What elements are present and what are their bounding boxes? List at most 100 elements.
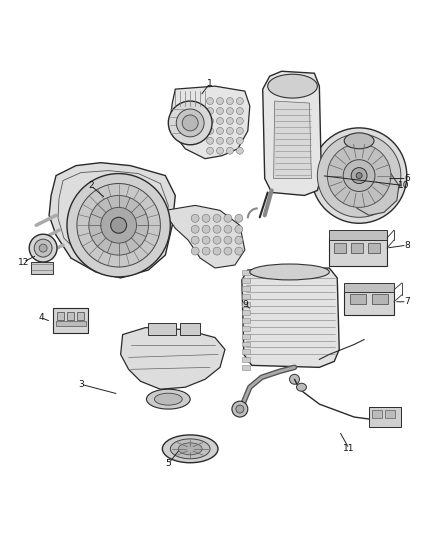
Text: 10: 10 <box>398 181 410 190</box>
Ellipse shape <box>39 244 47 252</box>
Ellipse shape <box>202 225 210 233</box>
Ellipse shape <box>318 134 401 217</box>
Bar <box>242 270 250 275</box>
Bar <box>242 350 250 354</box>
Ellipse shape <box>178 443 202 455</box>
Bar <box>329 230 387 240</box>
Ellipse shape <box>327 144 391 207</box>
Ellipse shape <box>232 401 248 417</box>
Ellipse shape <box>237 138 244 144</box>
Ellipse shape <box>226 138 233 144</box>
Ellipse shape <box>89 196 148 255</box>
Ellipse shape <box>216 127 223 134</box>
Bar <box>31 262 53 274</box>
Ellipse shape <box>191 247 199 255</box>
Bar <box>369 407 401 427</box>
Ellipse shape <box>226 147 233 154</box>
Ellipse shape <box>207 147 214 154</box>
Ellipse shape <box>226 127 233 134</box>
Bar <box>57 312 64 320</box>
Ellipse shape <box>34 239 52 257</box>
Ellipse shape <box>182 115 198 131</box>
Ellipse shape <box>191 225 199 233</box>
Bar <box>350 294 366 304</box>
Ellipse shape <box>67 174 170 277</box>
Ellipse shape <box>237 147 244 154</box>
Ellipse shape <box>224 225 232 233</box>
Text: 8: 8 <box>404 240 410 249</box>
Bar <box>242 318 250 322</box>
Ellipse shape <box>155 393 182 405</box>
Bar <box>242 365 250 370</box>
Bar <box>344 290 394 314</box>
Bar <box>334 243 346 253</box>
Polygon shape <box>170 86 250 159</box>
Bar <box>329 238 387 266</box>
Bar <box>344 283 394 292</box>
Text: 6: 6 <box>404 174 410 183</box>
Ellipse shape <box>235 247 243 255</box>
Polygon shape <box>274 101 311 179</box>
Ellipse shape <box>216 108 223 115</box>
Ellipse shape <box>235 236 243 244</box>
Ellipse shape <box>226 98 233 104</box>
Text: 4: 4 <box>38 313 44 322</box>
Ellipse shape <box>224 236 232 244</box>
Ellipse shape <box>111 217 127 233</box>
Bar <box>242 310 250 314</box>
Bar <box>372 410 382 418</box>
Ellipse shape <box>224 214 232 222</box>
Bar <box>53 308 88 333</box>
Ellipse shape <box>311 128 407 223</box>
Ellipse shape <box>237 117 244 124</box>
Polygon shape <box>242 268 339 367</box>
Bar <box>242 278 250 283</box>
Bar <box>385 410 395 418</box>
Ellipse shape <box>250 264 329 280</box>
Ellipse shape <box>101 207 137 243</box>
Ellipse shape <box>216 147 223 154</box>
Ellipse shape <box>207 98 214 104</box>
Ellipse shape <box>235 225 243 233</box>
Ellipse shape <box>236 405 244 413</box>
Text: 11: 11 <box>343 445 355 454</box>
Text: 7: 7 <box>404 297 410 306</box>
Ellipse shape <box>207 108 214 115</box>
Ellipse shape <box>207 117 214 124</box>
Ellipse shape <box>237 108 244 115</box>
Text: 9: 9 <box>242 300 248 309</box>
Bar <box>368 243 380 253</box>
Ellipse shape <box>202 247 210 255</box>
Ellipse shape <box>207 127 214 134</box>
Ellipse shape <box>202 214 210 222</box>
Bar <box>148 322 176 335</box>
Text: 12: 12 <box>18 257 29 266</box>
Ellipse shape <box>176 109 204 137</box>
Ellipse shape <box>29 234 57 262</box>
Ellipse shape <box>290 374 300 384</box>
Ellipse shape <box>226 108 233 115</box>
Ellipse shape <box>191 236 199 244</box>
Bar <box>180 322 200 335</box>
Bar <box>242 302 250 307</box>
Ellipse shape <box>77 183 160 267</box>
Bar <box>56 321 86 326</box>
Ellipse shape <box>146 389 190 409</box>
Polygon shape <box>49 163 175 278</box>
Ellipse shape <box>216 138 223 144</box>
Ellipse shape <box>213 214 221 222</box>
Bar <box>77 312 84 320</box>
Ellipse shape <box>207 138 214 144</box>
Ellipse shape <box>170 439 210 459</box>
Bar <box>351 243 363 253</box>
Ellipse shape <box>226 117 233 124</box>
Ellipse shape <box>268 74 318 98</box>
Ellipse shape <box>216 98 223 104</box>
Ellipse shape <box>224 247 232 255</box>
Bar <box>242 294 250 299</box>
Bar <box>242 342 250 346</box>
Text: 1: 1 <box>207 79 213 87</box>
Bar <box>242 286 250 291</box>
Ellipse shape <box>343 160 375 191</box>
Text: 5: 5 <box>166 459 171 469</box>
